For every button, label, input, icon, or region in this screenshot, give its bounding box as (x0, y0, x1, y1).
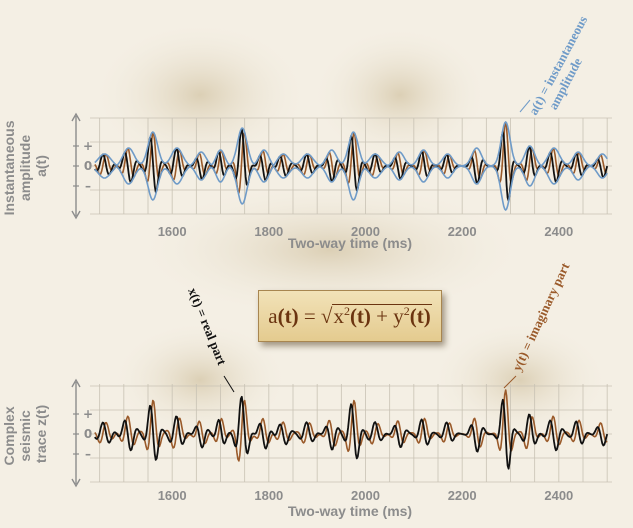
y-axis-arrow-down (71, 478, 81, 488)
x-tick-label: 2000 (351, 488, 380, 503)
x-tick-label: 2400 (544, 488, 573, 503)
real-part-line (94, 395, 609, 470)
x-tick-label: 1600 (158, 224, 187, 239)
x-tick-label: 2000 (351, 224, 380, 239)
y-tick-label: 0 (84, 427, 92, 441)
envelope-line-negative (94, 165, 608, 211)
complex-trace-axes: +0 – 1600 1800 2000 2200 2400 (71, 378, 573, 503)
amplitude-formula: a (t) = √ x2(t) + y2(t) (258, 290, 442, 342)
imaginary-part-line (94, 389, 608, 462)
amplitude-axes: +0 – 1600 1800 2000 2200 2400 (71, 112, 573, 239)
amplitude-traces (94, 121, 609, 211)
y-tick-label: – (85, 447, 91, 461)
amplitude-annotation-leader (519, 99, 531, 113)
x-tick-label: 2200 (448, 224, 477, 239)
y-tick-label: 0 (84, 159, 92, 173)
complex-trace-xlabel: Two-way time (ms) (288, 503, 412, 519)
envelope-line (94, 121, 608, 167)
y-axis-arrow-up (71, 112, 81, 122)
amplitude-xlabel: Two-way time (ms) (288, 235, 412, 251)
amplitude-annotation: a(t) = instantaneous amplitude (525, 10, 605, 124)
y-axis-arrow-down (71, 210, 81, 220)
amplitude-ylabel: Instantaneous amplitude a(t) (1, 117, 49, 216)
x-tick-label: 1800 (254, 488, 283, 503)
x-tick-label: 1800 (254, 224, 283, 239)
formula-radical-sign: √ (320, 303, 333, 328)
x-tick-label: 2200 (448, 488, 477, 503)
complex-trace-ylabel: Complex seismic trace z(t) (1, 402, 49, 465)
y-tick-label: + (83, 407, 93, 421)
complex-trace-traces (94, 389, 609, 470)
y-tick-label: + (83, 139, 93, 153)
y-tick-label: – (85, 179, 91, 193)
formula-lhs-arg: (t) (277, 303, 299, 328)
real-part-leader (223, 375, 235, 393)
y-axis-arrow-up (71, 378, 81, 388)
formula-radicand: x2(t) + y2(t) (332, 304, 432, 329)
formula-lhs: a (268, 303, 278, 328)
x-tick-label: 2400 (544, 224, 573, 239)
imaginary-part-leader (503, 375, 517, 389)
formula-equals: = (298, 303, 321, 328)
x-tick-label: 1600 (158, 488, 187, 503)
